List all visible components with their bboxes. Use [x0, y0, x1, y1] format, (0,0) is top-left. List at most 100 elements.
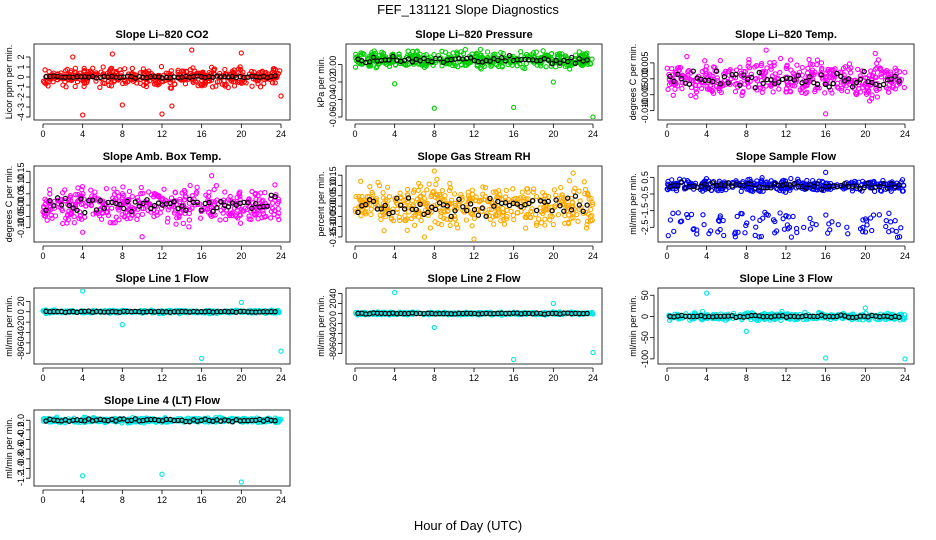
data-point: [583, 52, 589, 58]
data-point: [788, 234, 795, 240]
data-point: [875, 57, 882, 63]
reference-point: [861, 68, 867, 75]
y-tick-label: 0.5: [640, 171, 650, 184]
x-tick-label: 24: [900, 129, 910, 139]
data-point: [794, 62, 800, 68]
data-point: [203, 80, 209, 86]
data-point: [514, 63, 520, 69]
plot-frame: [345, 165, 603, 243]
data-point: [795, 176, 801, 182]
data-point: [140, 69, 146, 76]
data-point: [720, 217, 726, 224]
data-point: [683, 311, 689, 317]
data-point: [397, 190, 403, 196]
data-point: [883, 218, 889, 224]
data-point: [762, 185, 768, 191]
data-point: [454, 49, 460, 55]
data-point: [396, 214, 402, 220]
data-point: [469, 223, 475, 229]
y-tick-label: -0.05: [328, 206, 338, 227]
data-point: [522, 214, 528, 220]
data-point: [576, 49, 582, 55]
data-point: [57, 199, 64, 205]
reference-point: [826, 84, 832, 90]
data-point: [50, 79, 56, 85]
outlier-point: [208, 173, 215, 179]
reference-point: [896, 182, 902, 188]
y-tick-label: -0.06: [328, 107, 338, 128]
reference-point: [810, 183, 817, 190]
reference-point: [756, 69, 763, 76]
data-point: [531, 186, 537, 192]
x-tick-label: 16: [509, 373, 519, 383]
data-point: [71, 220, 77, 226]
panel-title: Slope Sample Flow: [736, 151, 837, 163]
reference-point: [741, 72, 747, 78]
data-point: [664, 186, 670, 192]
reference-point: [834, 70, 840, 77]
data-point: [784, 62, 790, 68]
x-axis: 0 4 8 12 16 20 24: [664, 123, 910, 139]
data-point: [867, 98, 873, 104]
data-point: [206, 189, 212, 195]
panel-title: Slope Line 4 (LT) Flow: [104, 395, 220, 407]
outlier-point: [139, 234, 145, 240]
data-point: [475, 207, 481, 213]
reference-point: [818, 186, 825, 192]
data-point: [812, 88, 818, 95]
data-point: [418, 193, 424, 199]
data-point: [538, 220, 545, 226]
reference-point: [853, 79, 860, 86]
reference-point: [225, 204, 232, 210]
data-point: [732, 81, 738, 87]
data-point: [59, 190, 66, 196]
data-point: [234, 207, 240, 213]
data-point: [417, 183, 424, 189]
reference-point: [417, 58, 423, 64]
x-tick-label: 24: [276, 373, 286, 383]
reference-point: [206, 199, 212, 206]
reference-point: [175, 205, 181, 212]
x-tick-label: 16: [197, 129, 207, 139]
data-point: [717, 215, 723, 221]
data-point: [690, 77, 696, 84]
plot-frame: [33, 43, 291, 121]
reference-point: [818, 72, 825, 78]
reference-point: [144, 197, 150, 203]
reference-point: [401, 206, 408, 212]
data-point: [480, 184, 486, 190]
x-tick-label: 8: [120, 129, 125, 139]
data-point: [509, 62, 515, 68]
y-axis-label: Licor ppm per min.: [4, 45, 14, 120]
data-point: [675, 65, 681, 71]
data-point: [814, 57, 821, 63]
y-tick-label: -1.5: [640, 203, 650, 219]
reference-point: [89, 197, 96, 203]
outlier-point: [119, 102, 125, 108]
data-point: [781, 226, 788, 232]
data-point: [81, 83, 87, 90]
data-point: [168, 85, 175, 91]
data-point: [269, 80, 276, 86]
data-point: [190, 79, 196, 86]
data-point: [536, 216, 542, 222]
data-point: [888, 188, 894, 194]
reference-point: [272, 194, 278, 200]
data-point: [770, 217, 777, 223]
outlier-point: [694, 231, 700, 237]
reference-point: [545, 57, 551, 63]
data-point: [358, 50, 364, 56]
data-point: [780, 216, 786, 222]
reference-point: [405, 195, 412, 201]
reference-point: [572, 60, 579, 66]
x-axis: 0 4 8 12 16 20 24: [352, 123, 598, 139]
y-tick-label: 0.10: [16, 174, 26, 192]
data-point: [864, 89, 870, 95]
data-point: [491, 221, 497, 227]
reference-point: [752, 84, 759, 91]
data-point: [869, 227, 875, 234]
data-point: [524, 186, 530, 192]
data-points: [664, 47, 908, 117]
data-point: [356, 193, 362, 200]
